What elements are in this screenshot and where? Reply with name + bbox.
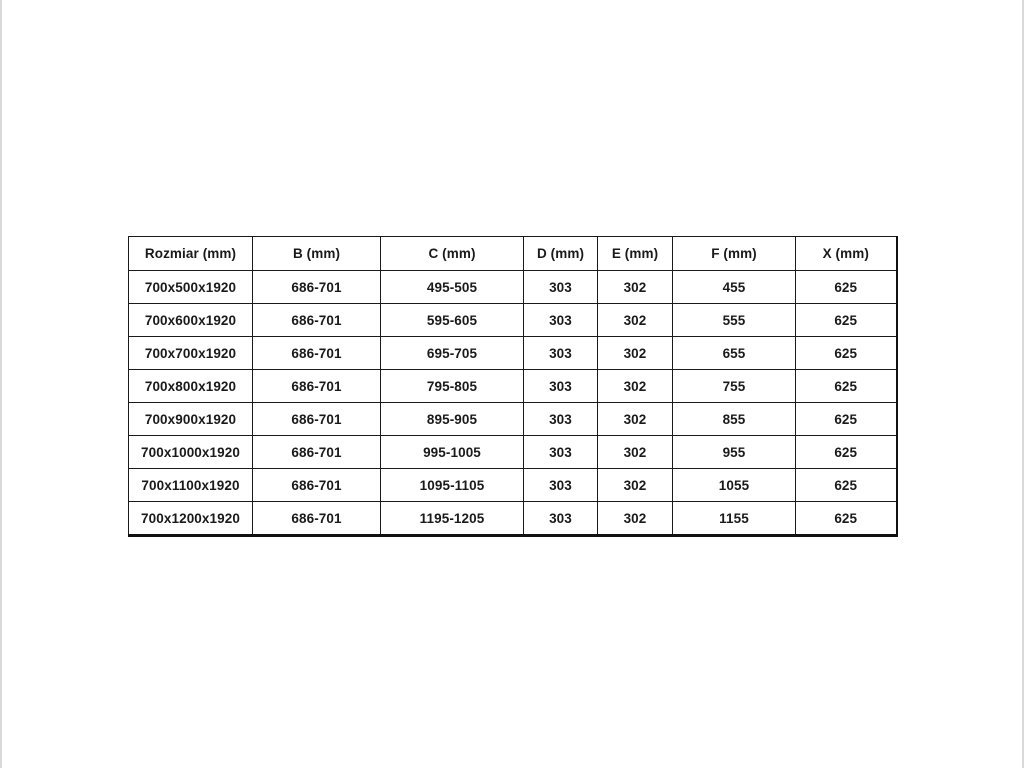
table-row: 700x1200x1920 686-701 1195-1205 303 302 … <box>128 501 897 536</box>
cell-d: 303 <box>523 270 598 304</box>
column-header-b: B (mm) <box>252 236 381 271</box>
table-header-row: Rozmiar (mm) B (mm) C (mm) D (mm) E (mm)… <box>128 236 897 271</box>
cell-b: 686-701 <box>252 369 381 403</box>
cell-b: 686-701 <box>252 402 381 436</box>
cell-d: 303 <box>523 402 598 436</box>
cell-rozmiar: 700x1100x1920 <box>128 468 253 502</box>
cell-e: 302 <box>597 369 673 403</box>
dimensions-table: Rozmiar (mm) B (mm) C (mm) D (mm) E (mm)… <box>128 236 898 537</box>
cell-x: 625 <box>795 468 897 502</box>
cell-c: 595-605 <box>380 303 524 337</box>
cell-e: 302 <box>597 435 673 469</box>
cell-f: 755 <box>672 369 796 403</box>
cell-d: 303 <box>523 369 598 403</box>
cell-b: 686-701 <box>252 270 381 304</box>
cell-d: 303 <box>523 501 598 536</box>
column-header-x: X (mm) <box>795 236 897 271</box>
table-body: 700x500x1920 686-701 495-505 303 302 455… <box>128 270 897 536</box>
cell-e: 302 <box>597 402 673 436</box>
cell-x: 625 <box>795 402 897 436</box>
cell-b: 686-701 <box>252 468 381 502</box>
cell-c: 895-905 <box>380 402 524 436</box>
cell-e: 302 <box>597 468 673 502</box>
table-row: 700x500x1920 686-701 495-505 303 302 455… <box>128 270 897 304</box>
table-row: 700x800x1920 686-701 795-805 303 302 755… <box>128 369 897 403</box>
cell-x: 625 <box>834 510 858 526</box>
table-row: 700x1100x1920 686-701 1095-1105 303 302 … <box>128 468 897 502</box>
cell-rozmiar: 700x1000x1920 <box>128 435 253 469</box>
column-header-d: D (mm) <box>523 236 598 271</box>
cell-f: 655 <box>672 336 796 370</box>
cell-d: 303 <box>523 468 598 502</box>
cell-x: 625 <box>795 270 897 304</box>
column-header-c: C (mm) <box>380 236 524 271</box>
table-row: 700x700x1920 686-701 695-705 303 302 655… <box>128 336 897 370</box>
cell-rozmiar: 700x900x1920 <box>128 402 253 436</box>
column-header-f: F (mm) <box>672 236 796 271</box>
cell-x: 625 <box>795 435 897 469</box>
cell-rozmiar: 700x700x1920 <box>128 336 253 370</box>
cell-b: 686-701 <box>252 303 381 337</box>
cell-rozmiar: 700x1200x1920 <box>128 501 253 536</box>
cell-c: 695-705 <box>380 336 524 370</box>
cell-c: 1195-1205 <box>380 501 524 536</box>
cell-f: 555 <box>672 303 796 337</box>
cell-c: 995-1005 <box>380 435 524 469</box>
cell-b: 686-701 <box>252 501 381 536</box>
cell-f: 1155 <box>672 501 796 536</box>
cell-rozmiar: 700x600x1920 <box>128 303 253 337</box>
cell-c: 1095-1105 <box>380 468 524 502</box>
cell-c: 495-505 <box>380 270 524 304</box>
cell-x: 625 <box>795 336 897 370</box>
cell-b: 686-701 <box>252 336 381 370</box>
cell-d: 303 <box>523 303 598 337</box>
cell-e: 302 <box>597 501 673 536</box>
table-header: Rozmiar (mm) B (mm) C (mm) D (mm) E (mm)… <box>128 236 897 271</box>
cell-rozmiar: 700x800x1920 <box>128 369 253 403</box>
cell-x: 625 <box>795 303 897 337</box>
table-row: 700x900x1920 686-701 895-905 303 302 855… <box>128 402 897 436</box>
table-row: 700x600x1920 686-701 595-605 303 302 555… <box>128 303 897 337</box>
cell-rozmiar: 700x500x1920 <box>128 270 253 304</box>
cell-e: 302 <box>597 303 673 337</box>
table-row: 700x1000x1920 686-701 995-1005 303 302 9… <box>128 435 897 469</box>
cell-f: 855 <box>672 402 796 436</box>
cell-f: 1055 <box>672 468 796 502</box>
cell-f: 955 <box>672 435 796 469</box>
cell-d: 303 <box>523 435 598 469</box>
cell-c: 795-805 <box>380 369 524 403</box>
column-header-rozmiar: Rozmiar (mm) <box>128 236 253 271</box>
cell-e: 302 <box>597 336 673 370</box>
spec-table-container: Rozmiar (mm) B (mm) C (mm) D (mm) E (mm)… <box>128 236 898 537</box>
cell-d: 303 <box>523 336 598 370</box>
column-header-e: E (mm) <box>597 236 673 271</box>
cell-b: 686-701 <box>252 435 381 469</box>
cell-x: 625 <box>795 369 897 403</box>
cell-e: 302 <box>597 270 673 304</box>
cell-f: 455 <box>672 270 796 304</box>
